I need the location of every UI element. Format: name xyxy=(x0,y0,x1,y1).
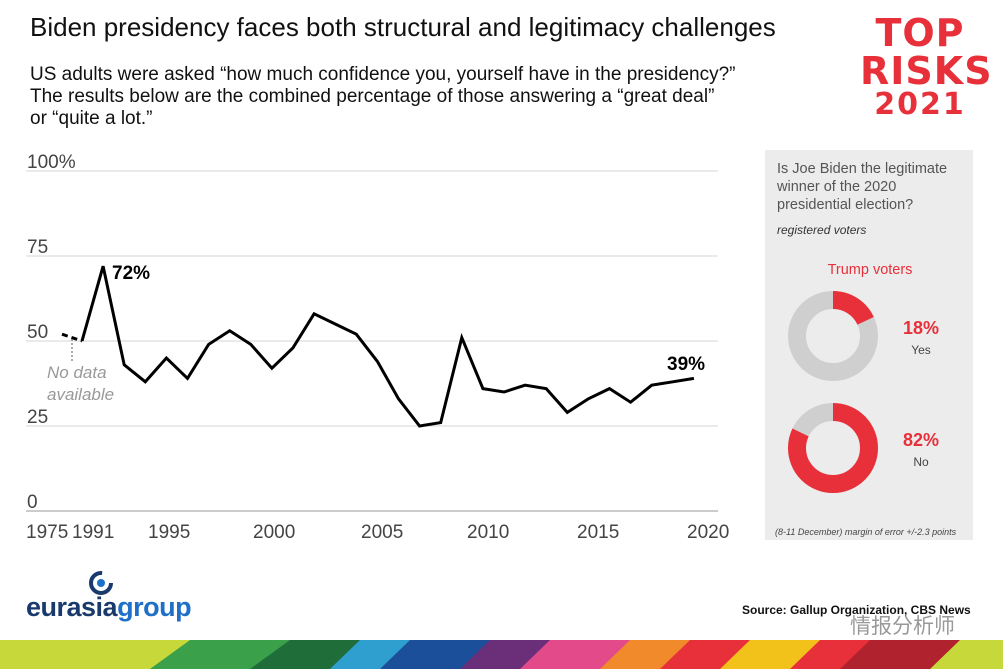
brand-color-strip xyxy=(0,640,1003,669)
panel-population: registered voters xyxy=(777,223,867,237)
x-tick-label: 2000 xyxy=(253,522,295,543)
source-note: Source: Gallup Organization, CBS News xyxy=(742,603,971,617)
gridlines xyxy=(26,170,718,512)
legitimacy-panel: Is Joe Biden the legitimate winner of th… xyxy=(765,150,973,540)
y-tick-label: 25 xyxy=(27,407,48,428)
donut-yes xyxy=(788,291,878,381)
chart-subtitle: US adults were asked “how much confidenc… xyxy=(30,64,810,130)
x-tick-label: 1991 xyxy=(72,522,114,543)
logo-mark-icon xyxy=(89,571,113,595)
subtitle-line-1: US adults were asked “how much confidenc… xyxy=(30,64,736,85)
y-tick-label: 50 xyxy=(27,322,48,343)
x-tick-label: 2020 xyxy=(687,522,729,543)
panel-question: Is Joe Biden the legitimate winner of th… xyxy=(777,161,948,213)
last-value-label: 39% xyxy=(667,354,705,375)
x-tick-label: 2015 xyxy=(577,522,619,543)
donut-slice xyxy=(788,403,878,493)
no-data-label: available xyxy=(47,385,114,404)
y-tick-label: 100% xyxy=(27,152,76,173)
yes-label: Yes xyxy=(911,343,931,357)
y-tick-label: 0 xyxy=(27,492,38,513)
panel-group-label: Trump voters xyxy=(827,262,913,278)
no-percent: 82% xyxy=(902,430,940,450)
y-axis-ticks: 100% 75 50 25 0 xyxy=(27,152,76,513)
logo-part-2: group xyxy=(117,592,192,622)
panel-note: (8-11 December) margin of error +/-2.3 p… xyxy=(775,527,957,537)
line-chart: 100% 75 50 25 0 1975 1991 1995 2000 2005 2010 2015… xyxy=(26,152,729,543)
x-axis-ticks: 1975 1991 1995 2000 2005 2010 2015 2020 xyxy=(26,522,729,543)
x-tick-label: 2010 xyxy=(467,522,509,543)
peak-label: 72% xyxy=(112,263,150,284)
chart-annotations: 72% 39% No data available xyxy=(47,263,705,404)
badge-line-2: RISKS xyxy=(860,49,993,93)
series-lines xyxy=(61,265,695,428)
series-line xyxy=(80,265,695,428)
donut-slice xyxy=(788,291,878,381)
top-risks-badge: TOP RISKS 2021 xyxy=(860,11,993,122)
no-data-label: No data xyxy=(47,363,107,382)
x-tick-label: 1995 xyxy=(148,522,190,543)
badge-line-1: TOP xyxy=(875,11,965,55)
y-tick-label: 75 xyxy=(27,237,48,258)
yes-percent: 18% xyxy=(902,318,940,338)
donut-no xyxy=(788,403,878,493)
logo-part-1: eurasia xyxy=(26,592,118,622)
subtitle-line-3: or “quite a lot.” xyxy=(30,108,153,129)
logo-wordmark: eurasiagroup xyxy=(26,592,192,623)
badge-line-3: 2021 xyxy=(874,87,966,122)
chart-title: Biden presidency faces both structural a… xyxy=(30,12,776,42)
x-tick-label: 2005 xyxy=(361,522,403,543)
no-label: No xyxy=(913,455,929,469)
series-line-dashed xyxy=(61,332,83,343)
x-tick-label: 1975 xyxy=(26,522,68,543)
wechat-watermark: 情报分析师 xyxy=(850,615,955,638)
subtitle-line-2: The results below are the combined perce… xyxy=(30,86,715,107)
